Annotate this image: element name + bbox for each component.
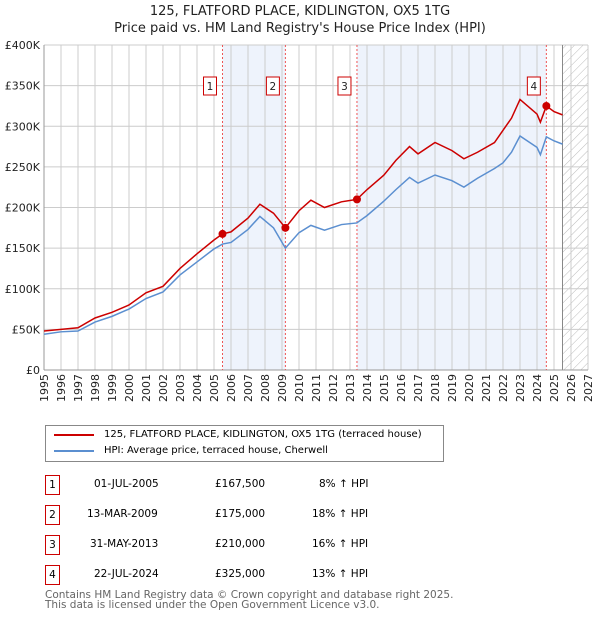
legend-item-hpi: HPI: Average price, terraced house, Cher… — [54, 445, 328, 456]
x-tick-label: 2006 — [225, 374, 238, 402]
sale-label-box — [265, 76, 280, 96]
sale-label-box — [337, 76, 352, 96]
y-tick-label: £200K — [5, 202, 41, 215]
x-tick-label: 2016 — [395, 374, 408, 402]
x-tick-label: 2020 — [463, 374, 476, 402]
sale-number: 1 — [45, 475, 60, 495]
sale-label-box — [203, 76, 217, 96]
sale-price: £167,500 — [215, 478, 266, 490]
x-tick-label: 2003 — [174, 374, 187, 402]
x-tick-label: 2022 — [497, 374, 510, 402]
footer-line: Contains HM Land Registry data © Crown c… — [45, 589, 454, 601]
hpi-line — [43, 134, 563, 335]
y-tick-label: £0 — [26, 364, 40, 377]
x-tick-label: 2018 — [429, 374, 442, 402]
sale-hpi: 16% ↑ HPI — [312, 538, 369, 550]
x-tick-label: 2010 — [293, 374, 306, 402]
y-tick-label: £100K — [5, 283, 41, 296]
y-tick-label: £250K — [5, 161, 41, 174]
sale-number: 2 — [45, 505, 60, 525]
x-tick-label: 1999 — [106, 374, 119, 402]
x-tick-label: 2002 — [157, 374, 170, 402]
x-tick-label: 2015 — [378, 374, 391, 402]
chart-subtitle: Price paid vs. HM Land Registry's House … — [114, 21, 486, 36]
x-tick-label: 1996 — [55, 374, 68, 402]
x-tick-label: 2012 — [327, 374, 340, 402]
x-tick-label: 2009 — [276, 374, 289, 402]
sale-date: 13-MAR-2009 — [87, 508, 158, 520]
x-tick-label: 2008 — [259, 374, 272, 402]
property-price-line — [43, 98, 563, 332]
x-tick-label: 2005 — [208, 374, 221, 402]
sale-price: £325,000 — [215, 568, 266, 580]
sale-date: 01-JUL-2005 — [94, 478, 159, 490]
legend-label: 125, FLATFORD PLACE, KIDLINGTON, OX5 1TG… — [104, 429, 422, 440]
footer: Contains HM Land Registry data © Crown c… — [45, 589, 454, 611]
chart-title: 125, FLATFORD PLACE, KIDLINGTON, OX5 1TG — [149, 4, 451, 19]
sale-row: 4 22-JUL-2024 £325,000 13% ↑ HPI — [45, 565, 445, 585]
x-tick-label: 2025 — [548, 374, 561, 402]
x-tick-label: 2027 — [582, 374, 595, 402]
sale-hpi: 8% ↑ HPI — [319, 478, 369, 490]
x-tick-label: 2023 — [514, 374, 527, 402]
sale-row: 2 13-MAR-2009 £175,000 18% ↑ HPI — [45, 505, 445, 525]
footer-line: This data is licensed under the Open Gov… — [45, 599, 380, 611]
sale-date: 22-JUL-2024 — [94, 568, 159, 580]
sale-price: £210,000 — [215, 538, 266, 550]
x-tick-label: 2026 — [565, 374, 578, 402]
sale-point — [218, 229, 227, 238]
sale-number: 4 — [45, 565, 60, 585]
sale-hpi: 13% ↑ HPI — [312, 568, 369, 580]
x-tick-label: 2011 — [310, 374, 323, 402]
y-tick-label: £50K — [12, 323, 41, 336]
legend: 125, FLATFORD PLACE, KIDLINGTON, OX5 1TG… — [45, 425, 444, 462]
y-tick-label: £350K — [5, 80, 41, 93]
x-tick-label: 2019 — [446, 374, 459, 402]
sale-point — [352, 195, 361, 204]
sale-label: 2 — [270, 81, 277, 93]
sale-price: £175,000 — [215, 508, 266, 520]
sale-date: 31-MAY-2013 — [90, 538, 159, 550]
legend-label: HPI: Average price, terraced house, Cher… — [104, 445, 328, 456]
x-tick-label: 2004 — [191, 374, 204, 402]
x-tick-label: 1997 — [72, 374, 85, 402]
sale-label: 3 — [341, 81, 348, 93]
sale-label: 4 — [531, 81, 538, 93]
x-tick-label: 2021 — [480, 374, 493, 402]
x-tick-label: 2014 — [361, 374, 374, 402]
sale-row: 3 31-MAY-2013 £210,000 16% ↑ HPI — [45, 535, 445, 555]
x-tick-label: 2001 — [140, 374, 153, 402]
sale-number: 3 — [45, 535, 60, 555]
x-tick-label: 2024 — [531, 374, 544, 402]
sale-hpi: 18% ↑ HPI — [312, 508, 369, 520]
sale-point — [281, 223, 290, 232]
y-tick-label: £150K — [5, 242, 41, 255]
x-tick-label: 1998 — [89, 374, 102, 402]
x-tick-label: 2000 — [123, 374, 136, 402]
legend-item-property: 125, FLATFORD PLACE, KIDLINGTON, OX5 1TG… — [54, 429, 422, 440]
sale-point — [542, 101, 551, 110]
y-tick-label: £400K — [5, 39, 41, 52]
x-tick-label: 2017 — [412, 374, 425, 402]
x-tick-label: 1995 — [38, 374, 51, 402]
x-tick-label: 2013 — [344, 374, 357, 402]
sale-label: 1 — [207, 81, 214, 93]
sale-row: 1 01-JUL-2005 £167,500 8% ↑ HPI — [45, 475, 445, 495]
y-tick-label: £300K — [5, 120, 41, 133]
sale-label-box — [526, 76, 541, 96]
x-tick-label: 2007 — [242, 374, 255, 402]
price-chart: £0 £50K £100K £150K £200K £250K £300K £350K £400… — [5, 39, 595, 402]
